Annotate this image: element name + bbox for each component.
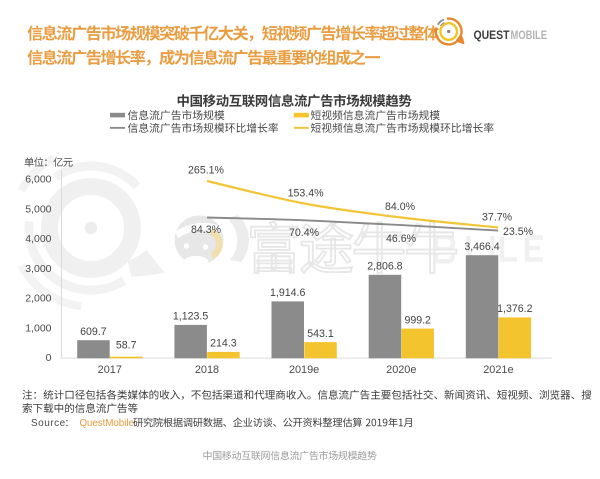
- svg-text:2,806.8: 2,806.8: [367, 261, 402, 273]
- svg-text:3,000: 3,000: [25, 263, 51, 275]
- svg-text:2018: 2018: [195, 364, 219, 376]
- svg-text:37.7%: 37.7%: [482, 211, 513, 223]
- svg-text:23.5%: 23.5%: [503, 226, 534, 238]
- svg-text:5,000: 5,000: [25, 203, 51, 215]
- svg-text:84.3%: 84.3%: [191, 224, 222, 236]
- svg-text:3,466.4: 3,466.4: [464, 241, 499, 253]
- svg-text:QuestMobile: QuestMobile: [80, 418, 134, 429]
- svg-text:MOBILE: MOBILE: [511, 28, 548, 42]
- svg-text:609.7: 609.7: [80, 326, 107, 338]
- svg-text:84.0%: 84.0%: [385, 201, 416, 213]
- svg-text:46.6%: 46.6%: [386, 233, 417, 245]
- svg-text:2021e: 2021e: [483, 364, 513, 376]
- svg-text:4,000: 4,000: [25, 233, 51, 245]
- svg-text:2019e: 2019e: [289, 364, 319, 376]
- svg-text:1,914.6: 1,914.6: [270, 287, 305, 299]
- svg-text:1,376.2: 1,376.2: [497, 303, 532, 315]
- svg-text:2020e: 2020e: [386, 364, 416, 376]
- svg-text:153.4%: 153.4%: [288, 187, 325, 199]
- svg-text:6,000: 6,000: [25, 174, 51, 186]
- svg-text:1,123.5: 1,123.5: [173, 311, 208, 323]
- svg-text:0: 0: [46, 352, 52, 364]
- svg-text:2,000: 2,000: [25, 293, 51, 305]
- svg-text:58.7: 58.7: [116, 340, 137, 352]
- svg-text:2017: 2017: [98, 364, 122, 376]
- svg-text:70.4%: 70.4%: [289, 227, 320, 239]
- svg-text:999.2: 999.2: [404, 314, 431, 326]
- svg-text:1,000: 1,000: [25, 322, 51, 334]
- svg-text:265.1%: 265.1%: [188, 164, 225, 176]
- svg-text:QUEST: QUEST: [474, 28, 510, 42]
- svg-text:543.1: 543.1: [307, 328, 334, 340]
- svg-text:214.3: 214.3: [210, 338, 237, 350]
- svg-text:Source: Source: [31, 418, 66, 429]
